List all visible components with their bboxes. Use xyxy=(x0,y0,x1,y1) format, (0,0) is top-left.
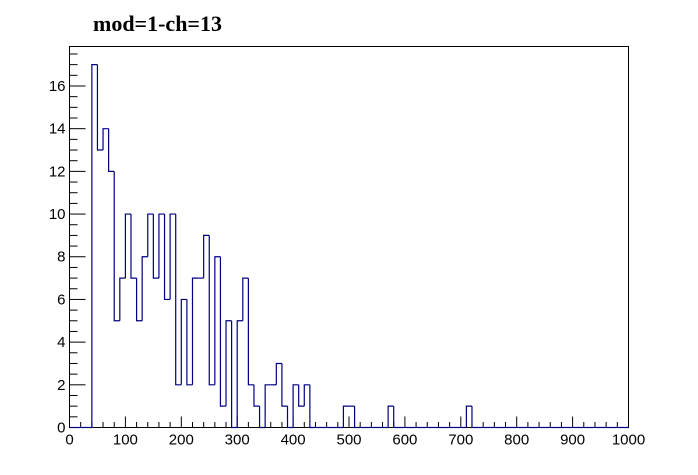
histogram-bin xyxy=(258,406,266,429)
histogram-bin xyxy=(130,214,137,279)
y-tick-label: 4 xyxy=(57,334,65,351)
y-tick-label: 6 xyxy=(57,291,65,308)
histogram-bin xyxy=(96,64,104,151)
histogram-bin xyxy=(124,213,131,279)
x-tick-label: 0 xyxy=(65,432,73,449)
histogram-bin xyxy=(108,128,115,172)
histogram-bin xyxy=(342,405,349,428)
histogram-bin xyxy=(169,213,176,300)
y-tick-label: 0 xyxy=(57,420,65,437)
histogram-bin xyxy=(465,405,472,428)
histogram-bin xyxy=(208,235,215,386)
histogram-bin xyxy=(393,406,400,429)
x-tick-label: 1000 xyxy=(612,432,645,449)
histogram-bin xyxy=(281,363,288,407)
histogram-bin xyxy=(141,256,148,321)
histogram-bin xyxy=(242,277,249,321)
histogram-bin xyxy=(303,384,310,407)
x-axis: 0 100 200 300 400 500 600 700 800 900 1000 xyxy=(65,416,645,449)
histogram-bin xyxy=(158,213,165,279)
histogram-bin xyxy=(298,384,305,407)
histogram-bin xyxy=(253,384,260,407)
y-tick-label: 14 xyxy=(49,121,66,138)
y-tick-label: 2 xyxy=(57,377,65,394)
histogram-bin xyxy=(214,256,221,385)
x-tick-label: 200 xyxy=(169,432,194,449)
histogram-bin xyxy=(353,406,361,429)
histogram-bin xyxy=(91,64,98,428)
histogram-bin xyxy=(286,406,294,429)
x-tick-label: 300 xyxy=(225,432,250,449)
histogram-bin xyxy=(203,234,210,279)
histogram-bin xyxy=(147,213,154,257)
x-tick-label: 900 xyxy=(560,432,585,449)
histogram-bin xyxy=(113,171,120,322)
histogram-bin xyxy=(292,384,299,428)
histogram-bin xyxy=(186,299,193,386)
x-tick-label: 800 xyxy=(504,432,529,449)
histogram-bin xyxy=(180,298,187,385)
x-tick-label: 500 xyxy=(336,432,361,449)
histogram-bin xyxy=(191,277,199,385)
histogram-bin xyxy=(231,320,238,429)
histogram-bin xyxy=(471,406,478,429)
histogram-bins xyxy=(69,64,629,429)
y-tick-label: 16 xyxy=(49,78,66,95)
histogram-bin xyxy=(236,320,243,428)
x-tick-label: 100 xyxy=(113,432,138,449)
x-tick-label: 600 xyxy=(392,432,417,449)
chart-title: mod=1-ch=13 xyxy=(93,11,222,36)
histogram-bin xyxy=(219,256,227,407)
histogram-bin xyxy=(225,320,232,407)
x-tick-label: 700 xyxy=(448,432,473,449)
y-axis: 0 2 4 6 8 10 12 14 16 xyxy=(49,53,86,437)
histogram-bin xyxy=(163,214,171,301)
histogram-bin xyxy=(175,214,182,386)
histogram-bin xyxy=(275,362,282,385)
histogram-bin xyxy=(119,277,126,321)
histogram-bin xyxy=(247,278,254,386)
y-tick-label: 10 xyxy=(49,206,66,223)
histogram-bin xyxy=(387,405,394,428)
histogram-bin xyxy=(102,128,109,151)
histogram-bin xyxy=(152,214,159,279)
y-tick-label: 12 xyxy=(49,163,66,180)
histogram-bin xyxy=(264,384,271,428)
x-tick-label: 400 xyxy=(281,432,306,449)
histogram-bin xyxy=(135,278,143,322)
histogram-bin xyxy=(309,384,316,429)
y-tick-label: 8 xyxy=(57,249,65,266)
